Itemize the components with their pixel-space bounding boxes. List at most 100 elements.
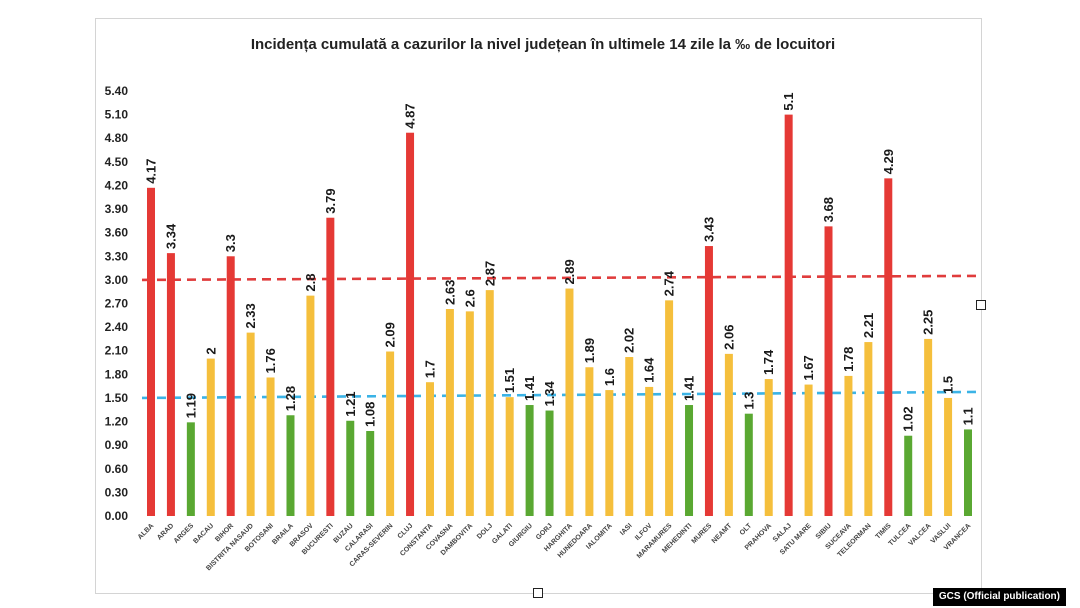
bar-vrancea bbox=[964, 429, 972, 516]
data-label: 4.87 bbox=[403, 103, 418, 128]
bar-brasov bbox=[306, 295, 315, 516]
bar-gorj bbox=[545, 410, 554, 516]
data-label: 1.89 bbox=[582, 338, 597, 363]
resize-handle-right[interactable] bbox=[976, 300, 986, 310]
data-label: 1.02 bbox=[901, 406, 916, 431]
data-label: 1.7 bbox=[422, 360, 437, 378]
bar-maramures bbox=[665, 300, 674, 516]
data-label: 1.76 bbox=[263, 348, 278, 373]
threshold-line bbox=[141, 274, 977, 282]
bar-bistrita-nasaud bbox=[246, 332, 255, 516]
data-label: 1.67 bbox=[801, 355, 816, 380]
y-tick-label: 1.50 bbox=[105, 391, 129, 405]
bar-mehedinti bbox=[685, 405, 694, 516]
data-label: 1.74 bbox=[761, 349, 776, 375]
data-label: 5.1 bbox=[781, 93, 796, 111]
bar-tulcea bbox=[904, 435, 913, 516]
data-label: 2.6 bbox=[462, 289, 477, 307]
x-tick-label: GORJ bbox=[535, 522, 554, 541]
bar-ialomita bbox=[605, 390, 614, 516]
bar-alba bbox=[147, 187, 155, 517]
y-tick-label: 1.20 bbox=[105, 415, 129, 429]
bar-galati bbox=[505, 397, 514, 516]
data-label: 2.89 bbox=[562, 259, 577, 284]
bar-arges bbox=[186, 422, 195, 516]
y-tick-label: 2.40 bbox=[105, 320, 129, 334]
data-label: 1.51 bbox=[502, 368, 517, 393]
y-tick-label: 5.10 bbox=[105, 108, 129, 122]
x-tick-label: IASI bbox=[619, 522, 634, 537]
chart-title: Incidența cumulată a cazurilor la nivel … bbox=[251, 36, 835, 53]
bar-vaslui bbox=[944, 397, 953, 516]
bar-salaj bbox=[784, 114, 793, 516]
bar-neamt bbox=[724, 353, 733, 516]
data-label: 2.8 bbox=[303, 274, 318, 292]
bar-botosani bbox=[266, 377, 275, 516]
bars bbox=[147, 114, 972, 517]
y-tick-label: 4.20 bbox=[105, 178, 129, 192]
bar-valcea bbox=[924, 338, 933, 516]
bar-chart: Incidența cumulată a cazurilor la nivel … bbox=[105, 36, 977, 572]
data-label: 1.21 bbox=[343, 391, 358, 416]
data-label: 1.78 bbox=[841, 347, 856, 372]
bar-ilfov bbox=[645, 386, 654, 516]
data-label: 3.3 bbox=[223, 234, 238, 252]
data-label: 2.21 bbox=[861, 313, 876, 338]
data-label: 2.25 bbox=[921, 310, 936, 335]
bar-suceava bbox=[844, 375, 853, 516]
data-label: 2.06 bbox=[721, 325, 736, 350]
x-tick-label: DOLJ bbox=[476, 522, 494, 540]
bar-dambovita bbox=[465, 311, 474, 516]
y-tick-label: 3.00 bbox=[105, 273, 129, 287]
bar-olt bbox=[744, 413, 753, 516]
bar-satu-mare bbox=[804, 384, 813, 516]
x-tick-label: CLUJ bbox=[397, 522, 415, 540]
data-label: 1.41 bbox=[522, 376, 537, 401]
y-tick-label: 2.70 bbox=[105, 297, 129, 311]
data-label: 4.17 bbox=[144, 158, 159, 183]
x-tick-label: MURES bbox=[691, 522, 714, 545]
bar-mures bbox=[704, 246, 713, 516]
y-tick-label: 3.30 bbox=[105, 249, 129, 263]
y-axis: 0.00 0.30 0.60 0.90 1.20 1.50 1.80 2.10 2.40 2.70… bbox=[105, 84, 129, 523]
data-label: 3.79 bbox=[323, 188, 338, 213]
threshold-lines bbox=[141, 274, 977, 400]
data-label: 2 bbox=[203, 347, 218, 354]
bar-timis bbox=[884, 178, 893, 516]
data-label: 2.87 bbox=[482, 261, 497, 286]
bar-harghita bbox=[565, 288, 574, 516]
data-label: 3.34 bbox=[163, 223, 178, 249]
x-tick-label: SIBIU bbox=[815, 522, 833, 540]
bar-giurgiu bbox=[525, 405, 534, 516]
x-tick-label: ARAD bbox=[156, 522, 175, 541]
bar-constanta bbox=[425, 382, 434, 516]
bar-hunedoara bbox=[585, 367, 594, 516]
bar-caras-severin bbox=[386, 351, 395, 516]
y-tick-label: 0.60 bbox=[105, 462, 129, 476]
y-tick-label: 0.00 bbox=[105, 509, 129, 523]
threshold-line bbox=[141, 390, 977, 400]
y-tick-label: 0.90 bbox=[105, 438, 129, 452]
data-label: 1.08 bbox=[363, 402, 378, 427]
bar-cluj bbox=[406, 132, 415, 516]
y-tick-label: 2.10 bbox=[105, 344, 129, 358]
y-tick-label: 4.80 bbox=[105, 131, 129, 145]
bar-dolj bbox=[485, 290, 494, 516]
y-tick-label: 4.50 bbox=[105, 155, 129, 169]
resize-handle-bottom[interactable] bbox=[533, 588, 543, 598]
data-label: 1.34 bbox=[542, 380, 557, 406]
chart-frame: Incidența cumulată a cazurilor la nivel … bbox=[95, 18, 982, 594]
data-label: 1.6 bbox=[602, 368, 617, 386]
y-tick-label: 3.60 bbox=[105, 226, 129, 240]
bar-bucuresti bbox=[326, 217, 335, 517]
bar-buzau bbox=[346, 420, 355, 516]
data-label: 1.1 bbox=[961, 407, 976, 425]
data-label: 1.3 bbox=[741, 392, 756, 410]
bar-sibiu bbox=[824, 226, 833, 517]
x-tick-label: MARAMURES bbox=[636, 522, 674, 560]
data-label: 4.29 bbox=[881, 149, 896, 174]
x-tick-label: TIMIS bbox=[875, 522, 893, 540]
x-tick-label: ARGES bbox=[173, 522, 196, 545]
data-label: 2.02 bbox=[622, 328, 637, 353]
